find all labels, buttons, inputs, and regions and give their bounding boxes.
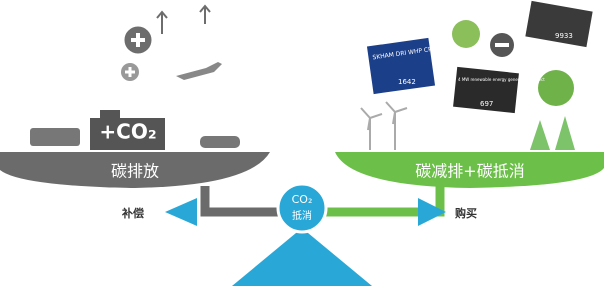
left-arrowhead [165,198,197,226]
center-label: CO₂ [292,193,313,206]
arrow-up [157,12,167,34]
center-circle [278,184,326,232]
wind-turbine [386,102,407,150]
left-connector [205,186,280,212]
reduction-icons [361,1,593,150]
right-bowl-label: 碳减排+碳抵消 [415,162,524,181]
right-arrow-label: 购买 [455,206,477,220]
city-icon [538,70,574,106]
left-arrow-label: 补偿 [121,206,144,220]
box-label: +CO₂ [99,120,156,144]
car [200,136,240,148]
energy-icon [452,20,480,48]
card-number: 9933 [555,32,573,40]
page: {"left": {"box_label": "+CO₂", "bowl_lab… [0,0,604,286]
center-label: 抵消 [292,209,312,222]
plane [176,62,222,80]
trees [530,116,575,150]
card-title: 4 MW renewable energy generation project [458,77,545,82]
card-number: 697 [480,100,493,108]
fulcrum [232,228,372,286]
truck [30,128,80,146]
card-number: 1642 [398,78,416,86]
project-card [525,1,592,47]
infographic: +CO₂ 碳排放 SKHAM DRI WHP CPP 1642 4 MW ren… [0,0,604,286]
wind-turbine [361,108,382,150]
arrow-up [200,6,210,24]
left-bowl-label: 碳排放 [111,162,159,181]
